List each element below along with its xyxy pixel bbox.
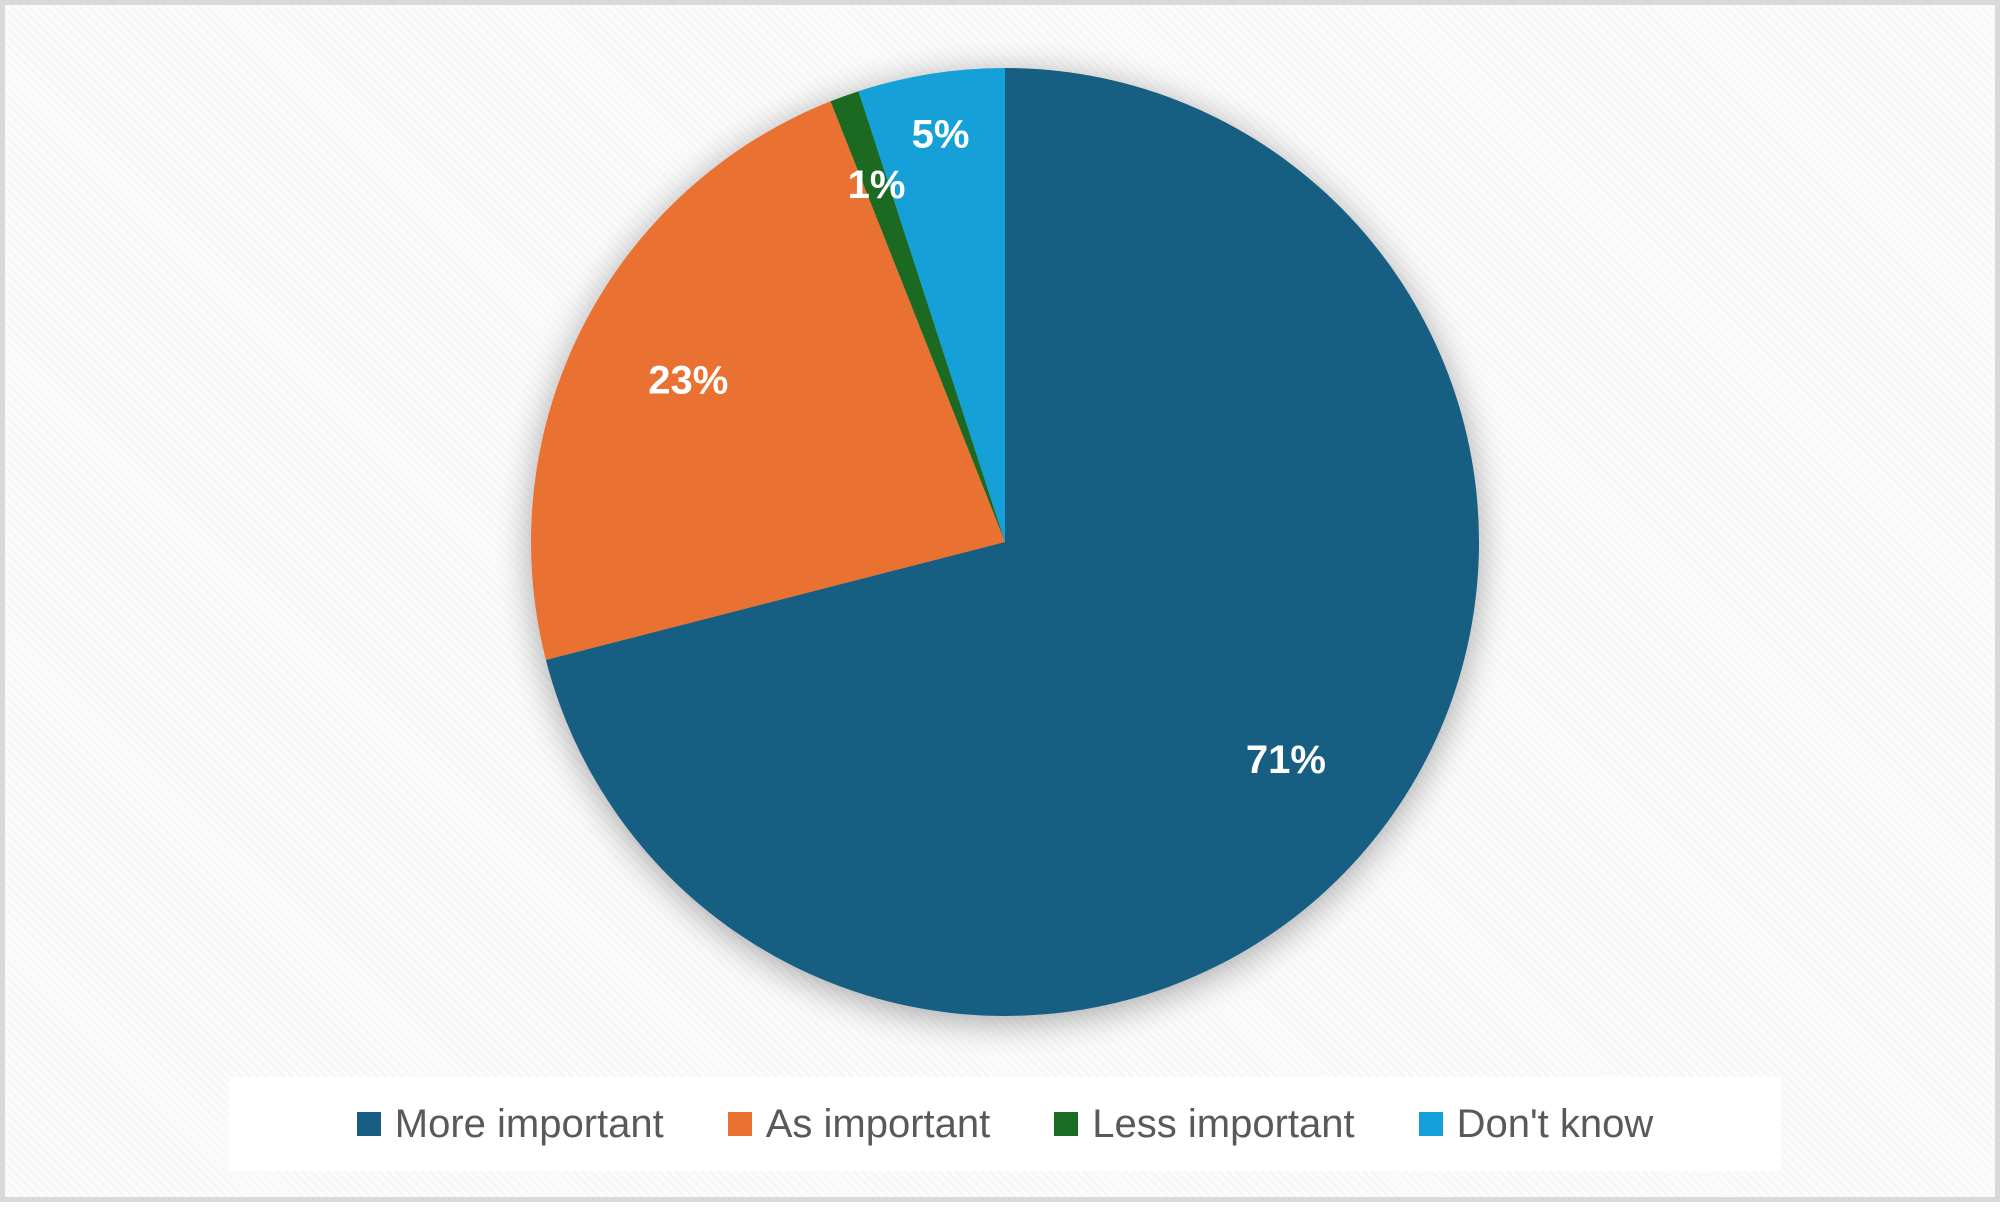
legend-label: As important	[765, 1101, 991, 1146]
legend-label: Less important	[1092, 1101, 1355, 1146]
legend-swatch-dont-know	[1418, 1112, 1443, 1136]
data-label-less-important: 1%	[848, 163, 906, 207]
pie-data-labels: 71% 23% 1%5%	[648, 113, 1326, 782]
pie-slice-more-important	[545, 68, 1479, 1016]
pie-slice-don-t-know	[858, 68, 1005, 542]
legend-item-more-important: More important	[356, 1101, 664, 1147]
legend-label: More important	[394, 1101, 664, 1146]
pie-slice-as-important	[531, 101, 1005, 660]
pie-slice-less-important	[830, 91, 1005, 542]
legend: More important As important Less importa…	[229, 1077, 1781, 1171]
legend-item-less-important: Less important	[1054, 1101, 1355, 1147]
pie-chart: 71% 23% 1%5%	[531, 68, 1479, 1016]
data-label-don-t-know: 5%	[912, 113, 970, 157]
legend-item-as-important: As important	[727, 1101, 991, 1147]
pie-slices	[531, 68, 1479, 1016]
legend-swatch-less-important	[1054, 1112, 1079, 1136]
legend-swatch-as-important	[727, 1112, 752, 1136]
data-label-more-important: 71%	[1246, 738, 1326, 782]
legend-swatch-more-important	[356, 1112, 381, 1136]
data-label-as-important: 23%	[648, 359, 728, 403]
legend-label: Don't know	[1456, 1101, 1654, 1146]
legend-item-dont-know: Don't know	[1418, 1101, 1654, 1147]
